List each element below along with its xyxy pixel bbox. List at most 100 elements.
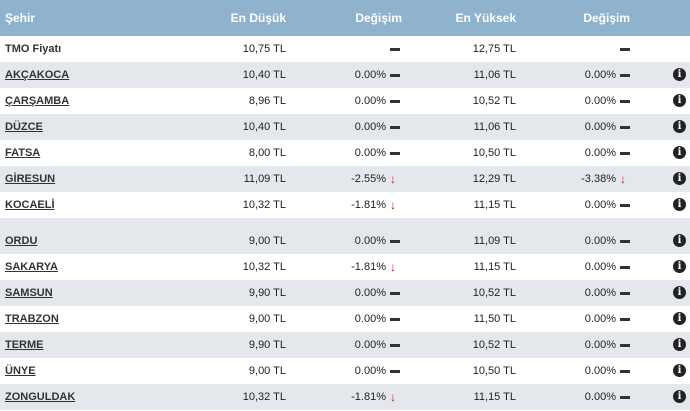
no-change-dash-icon — [620, 366, 630, 376]
no-change-dash-icon — [390, 366, 400, 376]
highest-price: 11,06 TL — [473, 121, 516, 133]
city-link[interactable]: SAMSUN — [5, 287, 53, 299]
no-change-dash-icon — [390, 122, 400, 132]
city-link[interactable]: AKÇAKOCA — [5, 69, 70, 81]
lowest-price: 10,32 TL — [242, 391, 286, 403]
change-lowest: -2.55% — [351, 173, 386, 185]
change-highest: -3.38% — [581, 173, 616, 185]
lowest-price: 10,40 TL — [242, 121, 286, 133]
lowest-price: 10,32 TL — [242, 261, 286, 273]
lowest-price: 9,90 TL — [248, 339, 286, 351]
change-lowest: 0.00% — [354, 313, 386, 325]
lowest-price: 10,75 TL — [242, 43, 286, 55]
no-change-dash-icon — [390, 148, 400, 158]
change-lowest: -1.81% — [351, 391, 386, 403]
highest-price: 11,06 TL — [473, 69, 516, 81]
info-icon[interactable]: i — [673, 260, 686, 273]
city-link[interactable]: SAKARYA — [5, 261, 58, 273]
city-link[interactable]: ÜNYE — [5, 365, 36, 377]
table-row: ZONGULDAK 10,32 TL -1.81% 11,15 TL 0.00% ↓ i — [0, 384, 690, 410]
highest-price: 12,29 TL — [472, 173, 516, 185]
city-link[interactable]: ÇARŞAMBA — [5, 95, 70, 107]
highest-price: 11,15 TL — [473, 261, 516, 273]
table-row: SAKARYA 10,32 TL -1.81% 11,15 TL 0.00% ↓ i — [0, 254, 690, 280]
change-highest: 0.00% — [584, 95, 616, 107]
table-row: ORDU 9,00 TL 0.00% 11,09 TL 0.00% i — [0, 228, 690, 254]
city-link[interactable]: DÜZCE — [5, 121, 43, 133]
table-row: TMO Fiyatı 10,75 TL 12,75 TL — [0, 36, 690, 62]
change-highest: 0.00% — [584, 121, 616, 133]
info-icon[interactable]: i — [673, 120, 686, 133]
no-change-dash-icon — [390, 44, 400, 54]
lowest-price: 9,00 TL — [248, 313, 286, 325]
no-change-dash-icon — [620, 288, 630, 298]
city-link[interactable]: ORDU — [5, 235, 38, 247]
no-change-dash-icon — [620, 236, 630, 246]
no-change-dash-icon — [620, 392, 630, 402]
down-arrow-icon: ↓ — [390, 172, 396, 186]
no-change-dash-icon — [390, 340, 400, 350]
info-icon[interactable]: i — [673, 68, 686, 81]
info-icon[interactable]: i — [673, 364, 686, 377]
city-link[interactable]: ZONGULDAK — [5, 391, 76, 403]
table-row: DÜZCE 10,40 TL 0.00% 11,06 TL 0.00% i — [0, 114, 690, 140]
change-lowest: -1.81% — [351, 199, 386, 211]
table-row: TERME 9,90 TL 0.00% 10,52 TL 0.00% i — [0, 332, 690, 358]
change-lowest: 0.00% — [354, 235, 386, 247]
change-lowest: 0.00% — [354, 365, 386, 377]
change-lowest: 0.00% — [354, 339, 386, 351]
change-highest: 0.00% — [584, 147, 616, 159]
city-link[interactable]: GİRESUN — [5, 173, 56, 185]
change-lowest: 0.00% — [354, 121, 386, 133]
highest-price: 10,50 TL — [472, 147, 516, 159]
change-lowest: 0.00% — [354, 95, 386, 107]
highest-price: 11,09 TL — [473, 235, 516, 247]
down-arrow-icon: ↓ — [390, 390, 396, 404]
down-arrow-icon: ↓ — [390, 198, 396, 212]
no-change-dash-icon — [620, 148, 630, 158]
info-icon[interactable]: i — [673, 338, 686, 351]
no-change-dash-icon — [390, 288, 400, 298]
city-link[interactable]: KOCAELİ — [5, 199, 55, 211]
city-link[interactable]: TRABZON — [5, 313, 59, 325]
info-icon[interactable]: i — [673, 390, 686, 403]
table-row: ÜNYE 9,00 TL 0.00% 10,50 TL 0.00% i — [0, 358, 690, 384]
info-icon[interactable]: i — [673, 312, 686, 325]
no-change-dash-icon — [620, 200, 630, 210]
change-highest: 0.00% — [584, 339, 616, 351]
city-label: TMO Fiyatı — [5, 43, 62, 55]
table-row: TRABZON 9,00 TL 0.00% 11,50 TL 0.00% i — [0, 306, 690, 332]
info-icon[interactable]: i — [673, 198, 686, 211]
highest-price: 11,15 TL — [473, 391, 516, 403]
info-icon[interactable]: i — [673, 146, 686, 159]
down-arrow-icon: ↓ — [390, 260, 396, 274]
lowest-price: 8,00 TL — [248, 147, 286, 159]
info-icon[interactable]: i — [673, 94, 686, 107]
info-icon[interactable]: i — [673, 234, 686, 247]
change-highest: 0.00% — [584, 391, 616, 403]
highest-price: 10,52 TL — [472, 95, 516, 107]
no-change-dash-icon — [620, 340, 630, 350]
info-icon[interactable]: i — [673, 286, 686, 299]
lowest-price: 10,40 TL — [242, 69, 286, 81]
header-change-highest: Değişim — [583, 11, 630, 25]
no-change-dash-icon — [620, 314, 630, 324]
change-highest: 0.00% — [584, 261, 616, 273]
info-icon[interactable]: i — [673, 172, 686, 185]
city-link[interactable]: TERME — [5, 339, 44, 351]
change-highest: 0.00% — [584, 365, 616, 377]
header-change-lowest: Değişim — [355, 11, 402, 25]
highest-price: 11,15 TL — [473, 199, 516, 211]
table-row: FATSA 8,00 TL 0.00% 10,50 TL 0.00% i — [0, 140, 690, 166]
change-lowest: 0.00% — [354, 287, 386, 299]
change-highest: 0.00% — [584, 235, 616, 247]
change-highest: 0.00% — [584, 199, 616, 211]
table-header: Şehir En Düşük Değişim En Yüksek Değişim — [0, 0, 690, 36]
header-highest: En Yüksek — [455, 11, 516, 25]
table-row: AKÇAKOCA 10,40 TL 0.00% 11,06 TL 0.00% i — [0, 62, 690, 88]
table-row: KOCAELİ 10,32 TL -1.81% 11,15 TL 0.00% ↓ i — [0, 192, 690, 218]
change-highest: 0.00% — [584, 287, 616, 299]
header-lowest: En Düşük — [230, 11, 286, 25]
lowest-price: 9,00 TL — [248, 365, 286, 377]
city-link[interactable]: FATSA — [5, 147, 41, 159]
